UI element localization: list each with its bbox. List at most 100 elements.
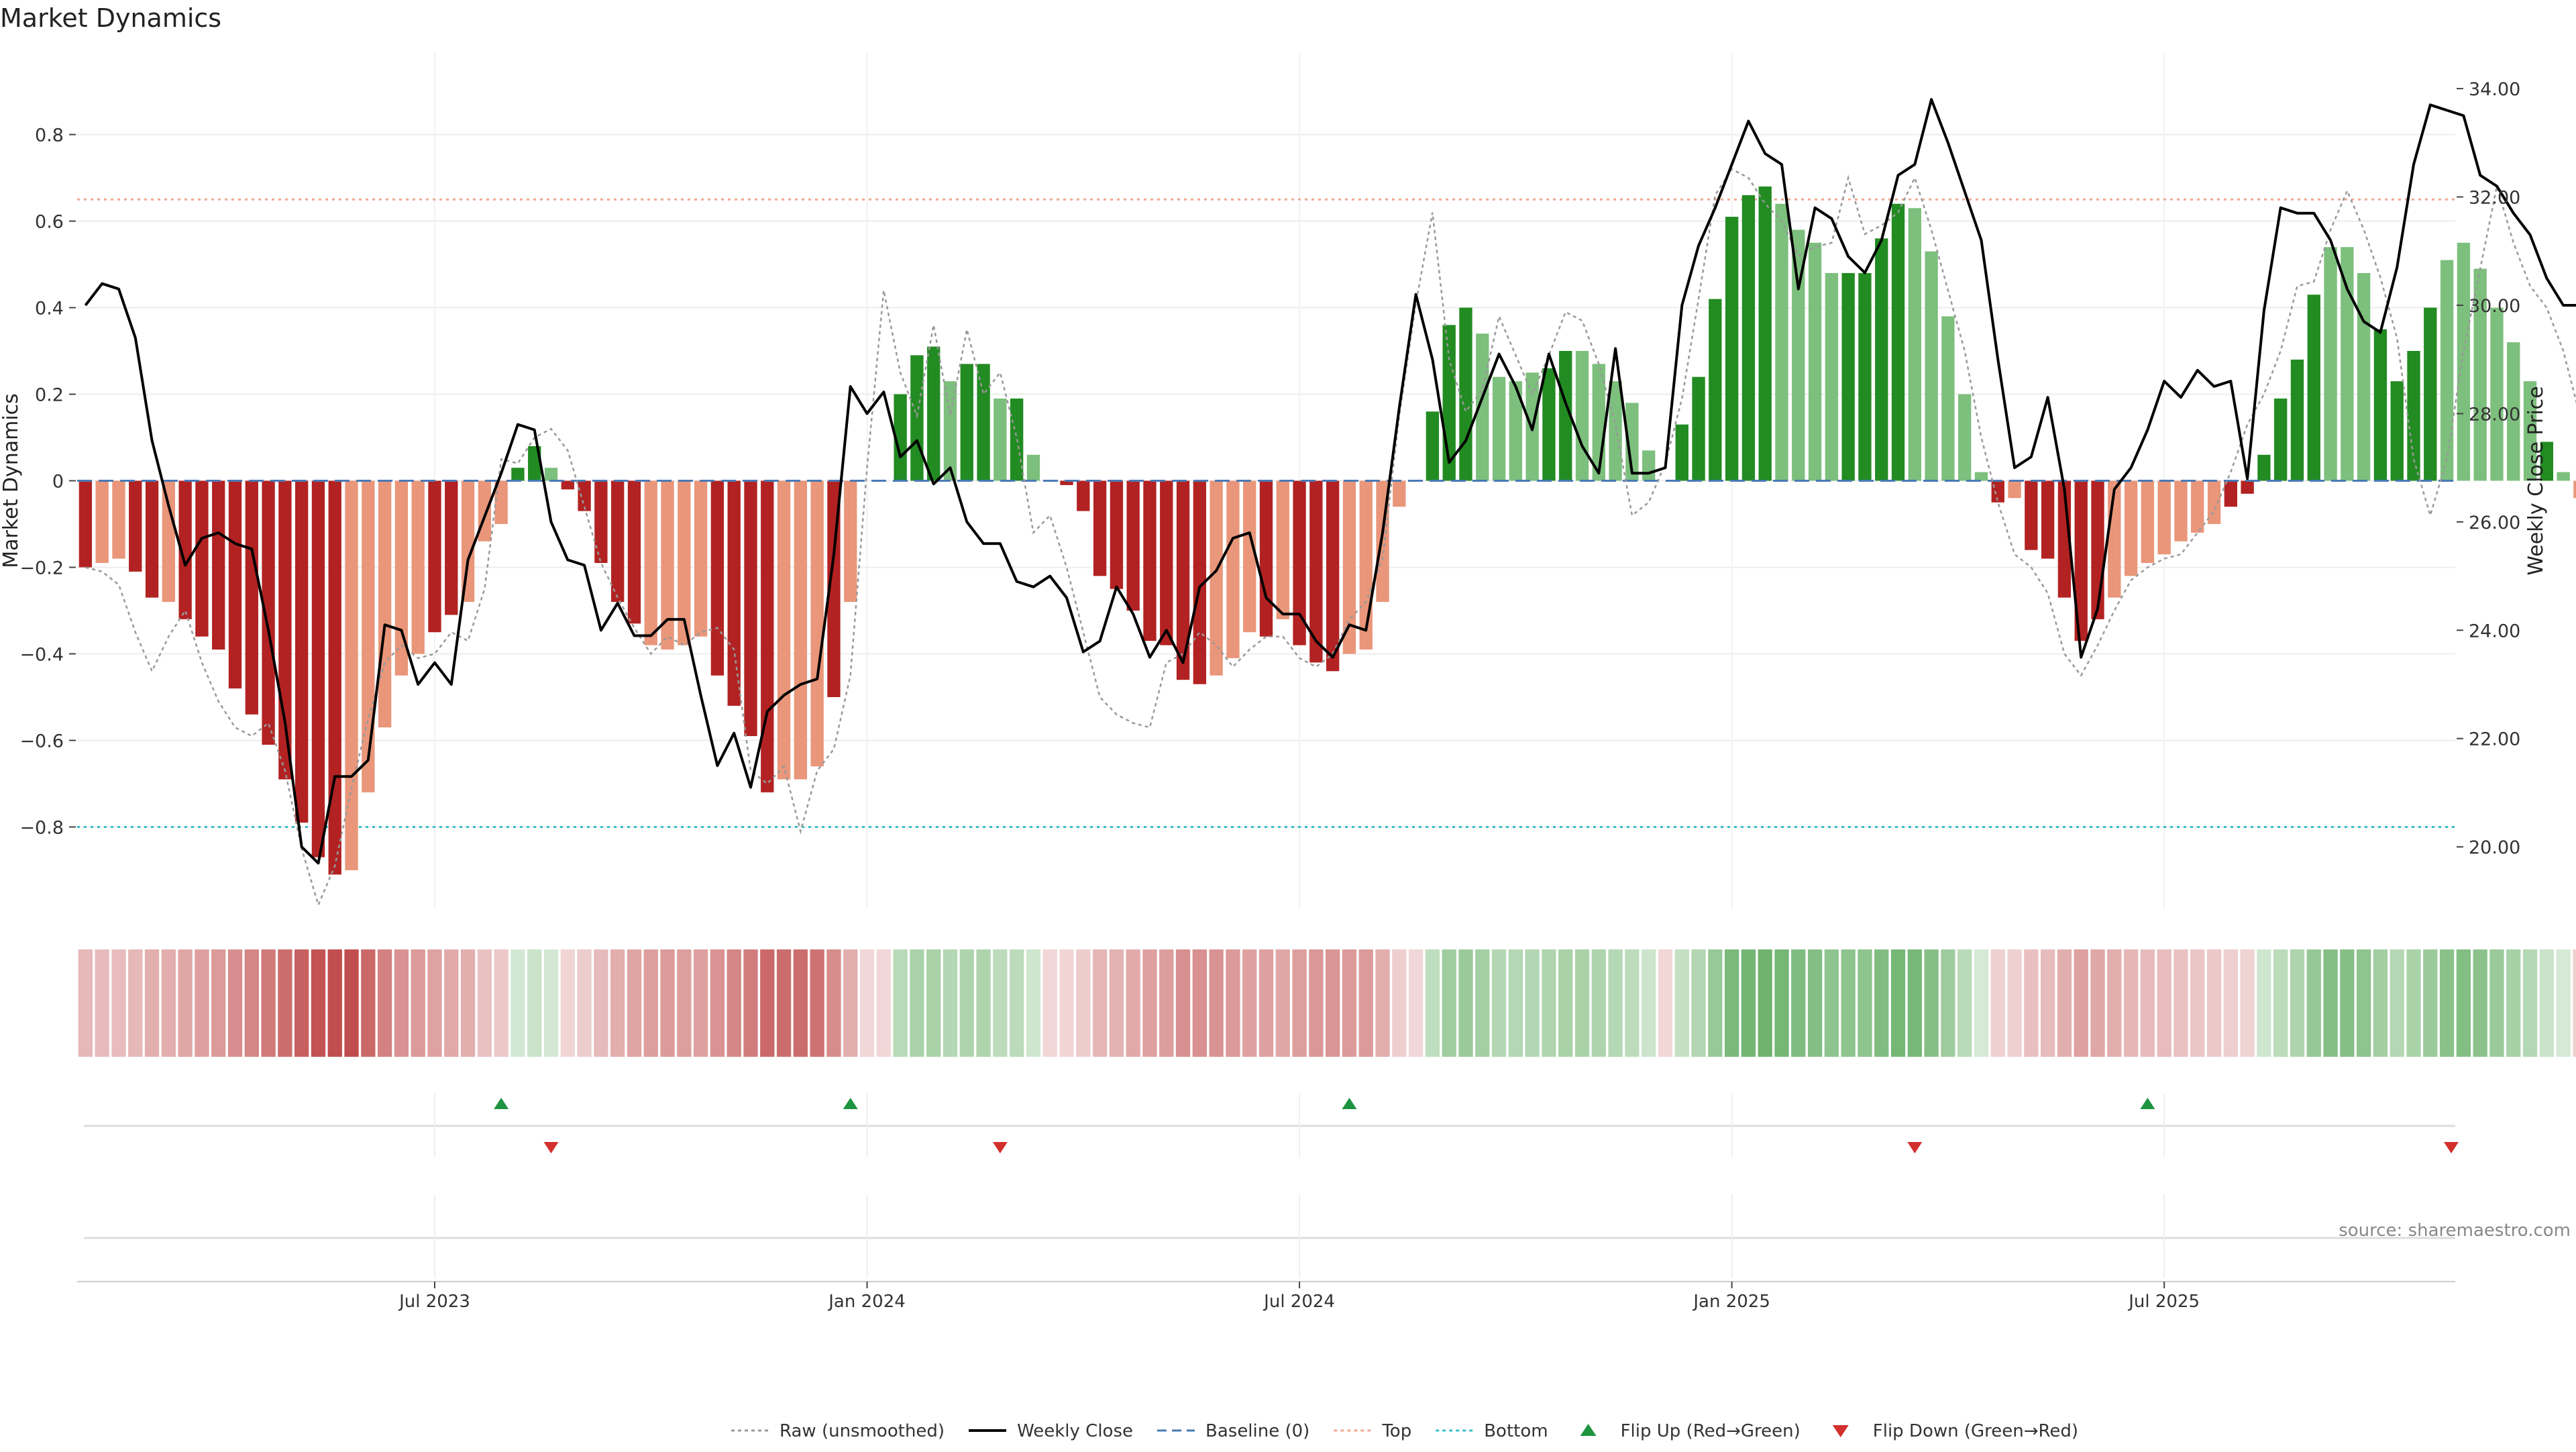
heat-cell [1358, 949, 1373, 1057]
bar [1126, 480, 1140, 611]
heat-cell [1425, 949, 1440, 1057]
bar [2025, 480, 2038, 550]
heat-cell [494, 949, 508, 1057]
heat-cell [826, 949, 841, 1057]
y-right-tick-label: 20.00 [2469, 837, 2520, 858]
heat-cell [144, 949, 160, 1057]
heat-cell [377, 949, 392, 1057]
bar [262, 480, 275, 745]
bar [1110, 480, 1124, 589]
bar [1026, 454, 1040, 481]
heat-cell [1076, 949, 1091, 1057]
flip-up-marker [843, 1098, 858, 1109]
heat-cell [2024, 949, 2039, 1057]
heat-cell [1175, 949, 1191, 1057]
x-axis: Jul 2023 Jan 2024 Jul 2024 Jan 2025 Jul 2025 [77, 1281, 2455, 1312]
heat-cell [311, 949, 326, 1057]
heat-cell [195, 949, 209, 1057]
bar [162, 480, 176, 603]
bar [2257, 454, 2271, 481]
bar [228, 480, 242, 689]
y-left-tick-label: 0.2 [35, 385, 64, 406]
heat-cell [2140, 949, 2155, 1057]
bar [727, 480, 741, 706]
heat-cell [2240, 949, 2255, 1057]
bar [960, 364, 973, 481]
bar [394, 480, 409, 676]
heat-cell [2123, 949, 2139, 1057]
y-left-tick-label: −0.4 [19, 644, 64, 665]
bar [2141, 480, 2155, 564]
bar [1476, 333, 1489, 481]
x-tick-label: Jul 2024 [1263, 1292, 1335, 1312]
heat-cell [1708, 949, 1723, 1057]
heat-cell [1907, 949, 1922, 1057]
bar [2557, 472, 2570, 481]
bar [1393, 480, 1406, 507]
heat-cell [910, 949, 924, 1057]
bar [644, 480, 657, 645]
heat-cell [2107, 949, 2122, 1057]
bar [678, 480, 691, 645]
heat-cell [976, 949, 991, 1057]
bar [1210, 480, 1223, 676]
bar [1642, 450, 1656, 481]
bar [1908, 208, 1921, 481]
heat-cell [2373, 949, 2388, 1057]
heat-cell [677, 949, 692, 1057]
legend: Raw (unsmoothed) Weekly Close Baseline (0)… [731, 1421, 2078, 1441]
heat-cell [2473, 949, 2487, 1057]
bar [1974, 472, 1988, 481]
heat-cell [1458, 949, 1473, 1057]
heat-cell [2007, 949, 2022, 1057]
bar [844, 480, 857, 603]
bar [129, 480, 142, 572]
heat-cell [1392, 949, 1407, 1057]
heat-cell [2489, 949, 2504, 1057]
chart-title: Market Dynamics [0, 3, 221, 33]
bar [1575, 351, 1589, 481]
bar [2473, 268, 2487, 481]
bar [478, 480, 492, 541]
bar [1326, 480, 1340, 672]
heat-cell [1957, 949, 1972, 1057]
y-left-tick-label: 0 [52, 472, 64, 492]
heat-cell [111, 949, 126, 1057]
bar [894, 394, 907, 481]
bar [1709, 299, 1722, 481]
heat-cell [2539, 949, 2555, 1057]
heat-cell [2356, 949, 2371, 1057]
y-left-tick-label: −0.2 [19, 558, 64, 578]
heat-cell [810, 949, 824, 1057]
heat-cell [161, 949, 176, 1057]
bar [561, 480, 574, 490]
heat-cell [1924, 949, 1939, 1057]
bar [1459, 307, 1472, 481]
heat-cell [876, 949, 891, 1057]
bar [2390, 381, 2404, 481]
bar [362, 480, 375, 792]
heat-cell [1258, 949, 1274, 1057]
bar [694, 480, 708, 637]
heat-cell [1890, 949, 1906, 1057]
y-left-axis-label: Market Dynamics [0, 393, 23, 568]
heat-cell [2522, 949, 2538, 1057]
heat-cell [1807, 949, 1823, 1057]
heat-cell [543, 949, 559, 1057]
bar [2157, 480, 2171, 555]
source-text: source: sharemaestro.com [2339, 1221, 2571, 1241]
bar [943, 381, 957, 481]
bar [777, 480, 791, 780]
bar [1426, 411, 1440, 481]
heat-cell [1442, 949, 1456, 1057]
bar [2324, 247, 2337, 481]
weekly-close-line [84, 98, 2576, 865]
bar [494, 480, 508, 524]
heat-cell [1226, 949, 1240, 1057]
heat-cell [1026, 949, 1041, 1057]
x-tick-label: Jan 2025 [1692, 1292, 1770, 1312]
bar [1891, 203, 1905, 481]
bar [1559, 351, 1572, 481]
heat-cell [227, 949, 243, 1057]
